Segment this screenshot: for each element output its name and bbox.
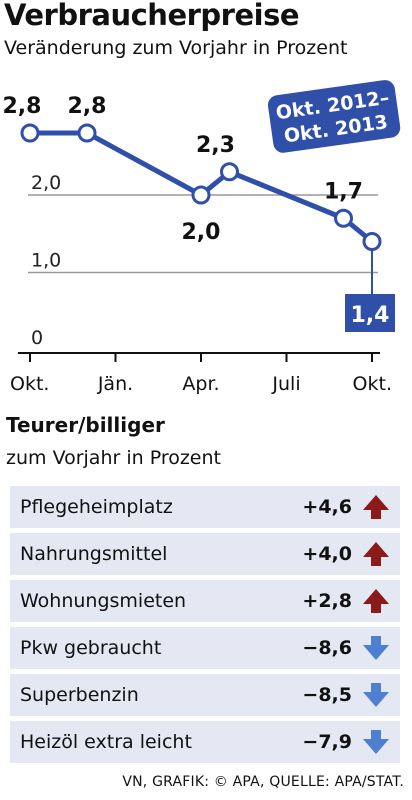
- table-row: Nahrungsmittel +4,0: [10, 533, 400, 575]
- chart-title: Verbraucherpreise: [4, 0, 300, 32]
- data-label: 1,7: [324, 179, 363, 204]
- arrow-up-icon: [363, 542, 389, 566]
- arrow-up-icon: [363, 495, 389, 519]
- y-tick-label: 1,0: [31, 250, 61, 272]
- item-name: Wohnungsmieten: [20, 590, 187, 612]
- data-point: [191, 185, 211, 205]
- data-point: [77, 123, 97, 143]
- table-row: Superbenzin −8,5: [10, 674, 400, 716]
- table-row: Pflegeheimplatz +4,6: [10, 486, 400, 528]
- source-footer: VN, GRAFIK: © APA, QUELLE: APA/STAT.: [122, 774, 404, 790]
- item-name: Nahrungsmittel: [20, 543, 168, 565]
- data-label: 2,8: [68, 94, 107, 119]
- data-label: 2,8: [3, 94, 42, 119]
- period-badge: Okt. 2012–Okt. 2013: [267, 80, 401, 153]
- section-subtitle: zum Vorjahr in Prozent: [6, 447, 221, 469]
- data-point: [220, 162, 239, 182]
- arrow-up-icon: [363, 589, 389, 613]
- change-table: Pflegeheimplatz +4,6 Nahrungsmittel +4,0…: [10, 486, 400, 768]
- table-row: Pkw gebraucht −8,6: [10, 627, 400, 669]
- item-value: −8,5: [302, 684, 352, 706]
- x-tick-label: Juli: [271, 373, 300, 395]
- data-label: 2,0: [182, 220, 221, 245]
- item-value: +2,8: [302, 590, 352, 612]
- item-value: −7,9: [302, 731, 352, 753]
- arrow-down-icon: [363, 636, 389, 660]
- data-label: 2,3: [196, 133, 235, 158]
- final-value-label: 1,4: [351, 303, 390, 328]
- item-value: +4,0: [302, 543, 352, 565]
- arrow-down-icon: [363, 730, 389, 754]
- line-chart: 0 1,0 2,0 Okt. Jän. Apr. Juli Okt. 2,8 2,8 2,0 2,3 1…: [3, 80, 401, 395]
- chart-subtitle: Veränderung zum Vorjahr in Prozent: [4, 37, 348, 59]
- x-tick-label: Okt.: [10, 373, 49, 395]
- x-tick-label: Jän.: [97, 373, 133, 395]
- item-value: +4,6: [302, 496, 352, 518]
- item-name: Pflegeheimplatz: [20, 496, 173, 518]
- final-value-box: [345, 294, 395, 332]
- arrow-down-icon: [363, 683, 389, 707]
- x-tick-label: Okt.: [353, 373, 392, 395]
- period-badge-bg: [267, 80, 401, 153]
- table-row: Wohnungsmieten +2,8: [10, 580, 400, 622]
- item-name: Heizöl extra leicht: [20, 731, 192, 753]
- item-value: −8,6: [302, 637, 352, 659]
- table-row: Heizöl extra leicht −7,9: [10, 721, 400, 763]
- item-name: Pkw gebraucht: [20, 637, 162, 659]
- data-point: [20, 123, 40, 143]
- x-tick-label: Apr.: [182, 373, 219, 395]
- item-name: Superbenzin: [20, 684, 139, 706]
- y-tick-label: 2,0: [31, 172, 61, 194]
- section-title: Teurer/billiger: [6, 413, 165, 437]
- y-tick-label: 0: [31, 327, 43, 349]
- data-point: [334, 208, 353, 228]
- data-point: [362, 232, 382, 251]
